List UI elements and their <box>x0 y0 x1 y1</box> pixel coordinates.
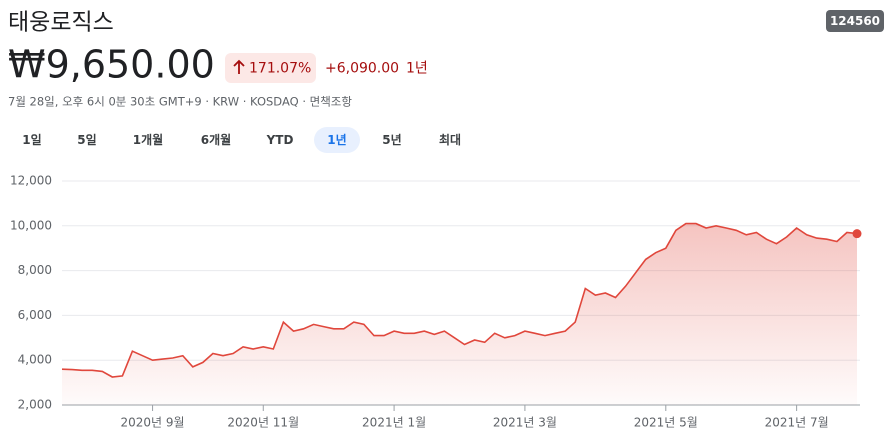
x-tick-label: 2021년 7월 <box>765 416 829 430</box>
x-tick-label: 2021년 1월 <box>362 416 426 430</box>
change-value: +6,090.00 <box>325 61 399 77</box>
range-tab[interactable]: 1일 <box>22 133 41 147</box>
y-tick-label: 2,000 <box>18 398 52 412</box>
range-tab[interactable]: 5일 <box>77 133 96 147</box>
range-tab[interactable]: YTD <box>266 133 294 147</box>
y-tick-label: 8,000 <box>18 263 52 277</box>
change-percent: 171.07% <box>249 61 311 77</box>
range-tab[interactable]: 1년 <box>327 133 346 147</box>
range-tabs: 1일 5일 1개월 6개월 YTD 1년 5년 최대 <box>22 127 461 153</box>
x-tick-label: 2021년 5월 <box>634 416 698 430</box>
y-tick-label: 12,000 <box>10 174 52 188</box>
up-arrow <box>233 59 245 74</box>
chart: 2,000 4,000 6,000 8,000 10,000 12,000 2020년 9월… <box>10 174 862 430</box>
change-pill <box>225 53 316 83</box>
tab-active-bg <box>314 127 360 153</box>
x-tick-label: 2020년 11월 <box>227 416 299 430</box>
ticker-badge <box>826 10 884 32</box>
last-point <box>852 229 862 239</box>
area <box>62 223 857 405</box>
change-period: 1년 <box>406 61 428 77</box>
x-tick-label: 2021년 3월 <box>493 416 557 430</box>
range-tab[interactable]: 6개월 <box>201 132 231 147</box>
y-tick-label: 6,000 <box>18 308 52 322</box>
range-tab[interactable]: 1개월 <box>133 132 163 147</box>
y-tick-label: 10,000 <box>10 218 52 232</box>
range-tab[interactable]: 최대 <box>439 132 461 147</box>
price: ₩9,650.00 <box>8 43 215 87</box>
y-tick-label: 4,000 <box>18 353 52 367</box>
range-tab[interactable]: 5년 <box>382 133 401 147</box>
stock-name: 태웅로직스 <box>8 10 114 36</box>
price-line <box>61 222 858 378</box>
ticker: 124560 <box>830 14 880 28</box>
quote-info: 7월 28일, 오후 6시 0분 30초 GMT+9 · KRW · KOSDA… <box>8 95 352 109</box>
x-tick-label: 2020년 9월 <box>121 416 185 430</box>
